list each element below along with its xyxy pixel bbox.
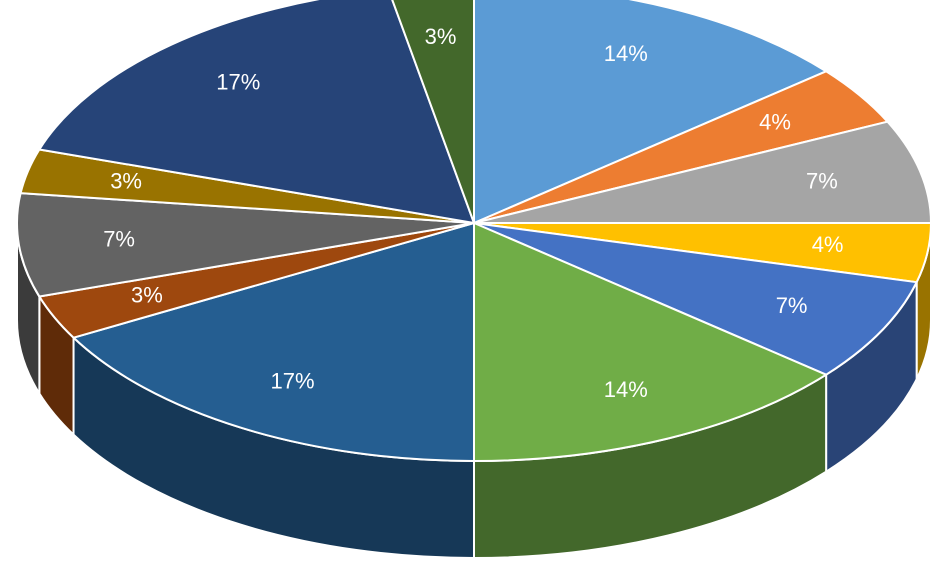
slice-label-11: 3% [425, 24, 457, 49]
pie-slice-6 [72, 222, 475, 462]
slice-label-0: 14% [604, 41, 648, 66]
pie-slice-0 [473, 0, 828, 224]
pie-slice-10 [38, 0, 475, 224]
pie-slice-2 [473, 120, 932, 224]
pie-slice-11 [391, 0, 475, 224]
pie-top-faces [16, 0, 932, 462]
pie-slice-4 [473, 222, 918, 376]
pie-slice-5 [473, 222, 828, 462]
slice-label-6: 17% [270, 369, 314, 394]
slice-label-7: 3% [131, 283, 163, 308]
pie-slice-8 [16, 192, 475, 298]
slice-label-1: 4% [759, 109, 791, 134]
slice-label-8: 7% [103, 226, 135, 251]
slice-label-9: 3% [110, 168, 142, 193]
slice-label-10: 17% [216, 70, 260, 95]
slice-label-5: 14% [604, 377, 648, 402]
slice-label-2: 7% [806, 168, 838, 193]
slice-label-4: 7% [776, 293, 808, 318]
slice-label-3: 4% [812, 232, 844, 257]
pie-data-labels: 14% 4% 7% 4% 7% 14% 17% 3% 7% 3% 17% 3% [103, 24, 843, 402]
